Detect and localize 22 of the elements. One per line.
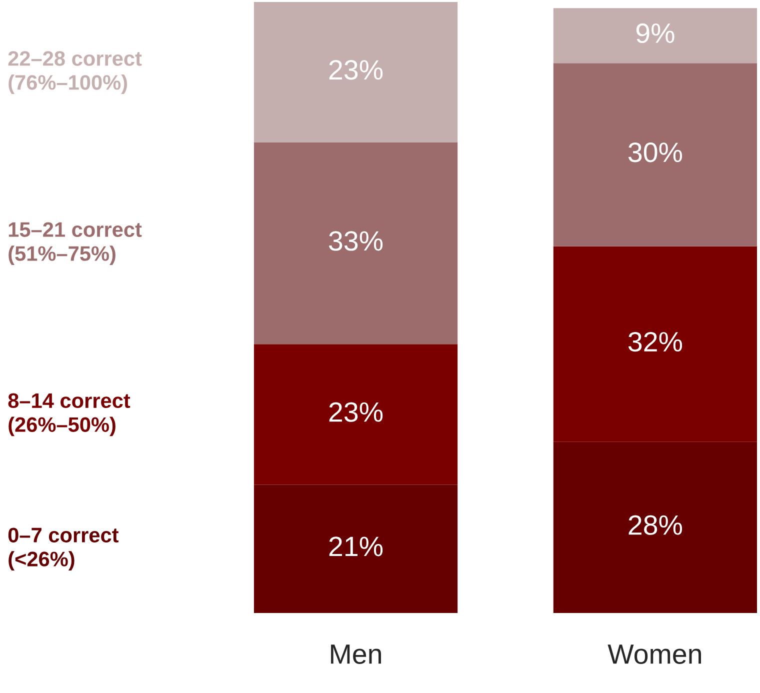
data-label: 33% <box>329 231 383 251</box>
x-tick-label: Men <box>331 644 381 664</box>
data-label: 28% <box>628 515 682 535</box>
x-tick-label: Women <box>608 644 702 664</box>
text: 0–7 correct (<26%) <box>8 528 119 571</box>
bar <box>553 246 758 442</box>
data-label: 23% <box>329 402 383 422</box>
bar <box>553 442 758 613</box>
data-label: 23% <box>329 60 383 80</box>
text: 22–28 correct (76%–100%) <box>8 51 142 94</box>
text: 15–21 correct (51%–75%) <box>8 222 142 266</box>
bar <box>254 2 458 143</box>
bar <box>254 142 458 344</box>
bar <box>254 484 458 613</box>
bar <box>553 8 758 64</box>
data-label: 30% <box>628 142 682 162</box>
data-label: 21% <box>329 536 383 556</box>
bar <box>553 63 758 246</box>
text: 8–14 correct (26%–50%) <box>8 393 130 436</box>
data-label: 32% <box>628 332 682 352</box>
bar <box>254 344 458 485</box>
data-label: 9% <box>636 23 674 44</box>
